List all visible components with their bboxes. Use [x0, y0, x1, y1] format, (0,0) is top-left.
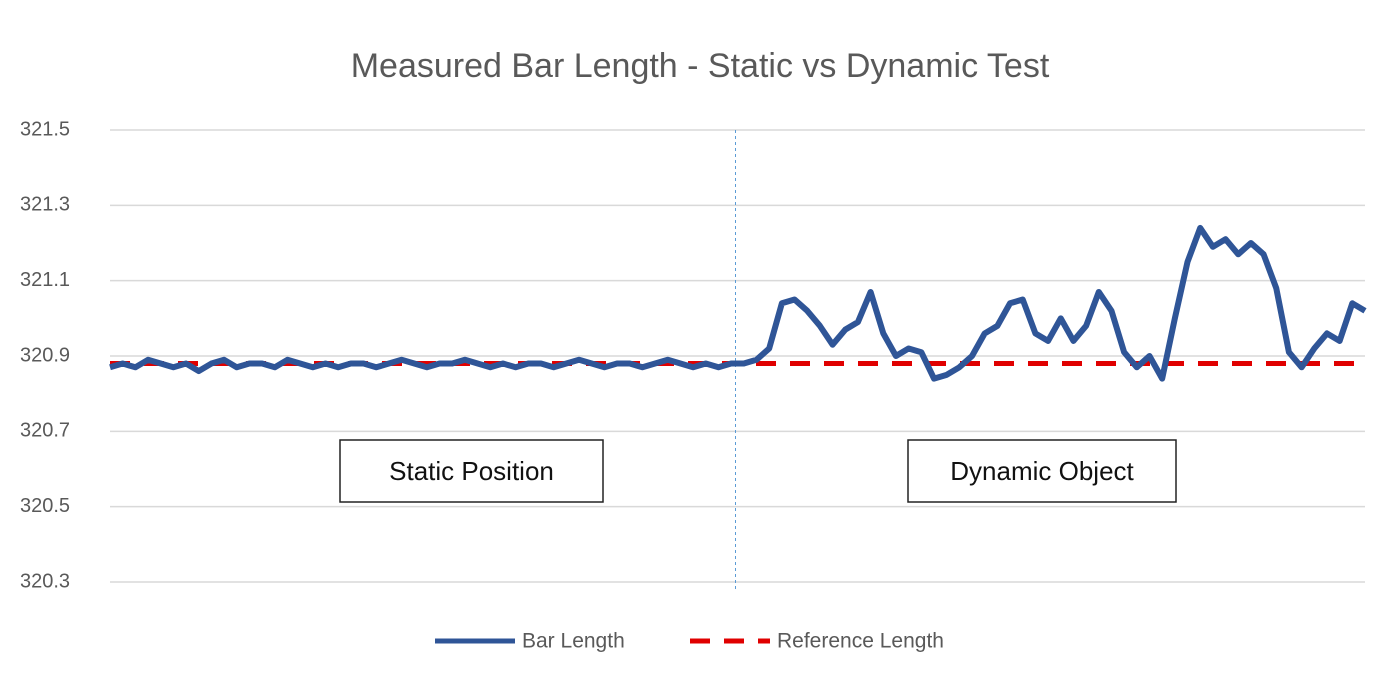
series-line [109, 224, 1367, 382]
annotation: Static Position [389, 456, 554, 486]
chart-title: Measured Bar Length - Static vs Dynamic … [351, 47, 1050, 85]
legend-label: Reference Length [777, 630, 944, 653]
y-tick-label: 321.1 [20, 269, 70, 291]
y-tick-label: 320.9 [20, 344, 70, 366]
annotation-box [339, 439, 604, 503]
y-tick-label: 320.5 [20, 495, 70, 517]
y-tick-label: 321.3 [20, 194, 70, 216]
legend-label: Bar Length [522, 630, 625, 653]
y-tick-label: 321.5 [20, 118, 70, 140]
annotation-box [907, 439, 1177, 503]
y-tick-label: 320.7 [20, 420, 70, 442]
annotation: Dynamic Object [950, 456, 1134, 486]
y-tick-label: 320.3 [20, 570, 70, 592]
